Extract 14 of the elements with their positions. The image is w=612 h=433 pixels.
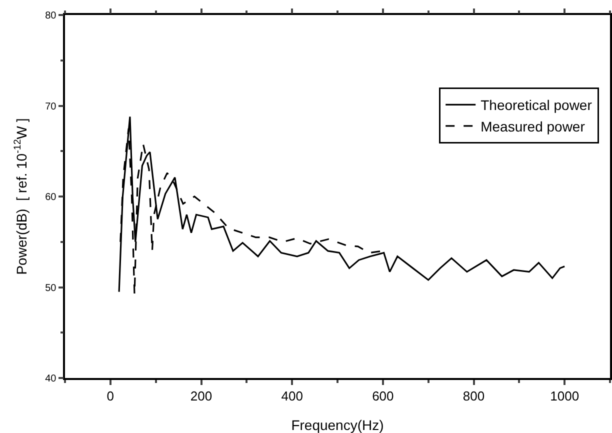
x-axis-title: Frequency(Hz) bbox=[291, 417, 384, 433]
y-tick-label: 40 bbox=[45, 374, 57, 384]
x-tick-label: 200 bbox=[190, 388, 212, 404]
x-tick-label: 600 bbox=[372, 388, 394, 404]
legend-label: Measured power bbox=[480, 118, 586, 134]
x-tick-label: 0 bbox=[106, 388, 114, 404]
x-tick-label: 1000 bbox=[550, 388, 580, 404]
y-tick-label: 50 bbox=[45, 282, 57, 294]
y-tick-label: 80 bbox=[45, 10, 57, 22]
x-tick-label: 800 bbox=[462, 388, 485, 404]
x-tick-label: 400 bbox=[281, 388, 303, 404]
legend-label: Theoretical power bbox=[480, 97, 592, 114]
y-tick-label: 60 bbox=[45, 192, 57, 203]
y-tick-label: 70 bbox=[45, 101, 57, 112]
